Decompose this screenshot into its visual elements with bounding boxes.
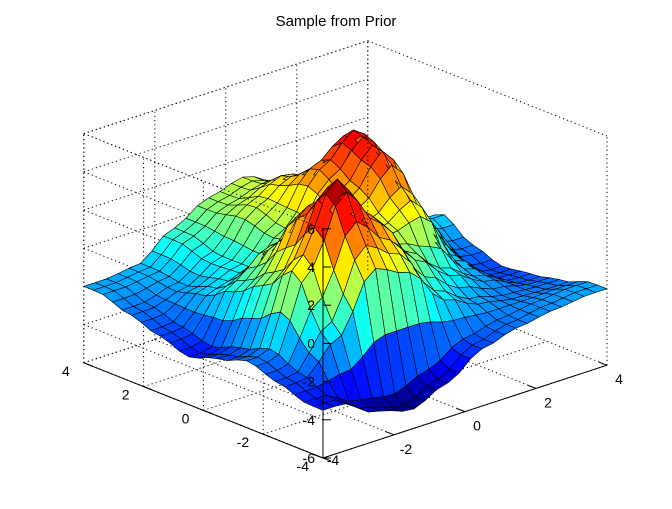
z-tick-label: 0 — [307, 335, 315, 351]
chart-title: Sample from Prior — [276, 13, 397, 30]
y-tick-label: -4 — [297, 458, 310, 474]
top-edge-back — [83, 40, 368, 135]
y-axis-tick — [322, 457, 332, 462]
floor-gridline-y — [263, 340, 548, 435]
x-tick-label: -2 — [400, 441, 413, 457]
z-tick-label: -2 — [303, 374, 316, 390]
backwall-gridline-z — [83, 116, 368, 211]
surface-mesh — [83, 129, 608, 413]
y-axis-tick — [203, 409, 212, 414]
y-axis-tick — [263, 433, 272, 438]
top-edge-left — [83, 133, 324, 230]
y-tick-label: 2 — [122, 387, 130, 403]
x-axis-tick — [314, 454, 324, 459]
x-axis-tick — [527, 384, 537, 389]
x-axis-tick — [456, 408, 466, 413]
x-tick-label: 0 — [473, 418, 481, 434]
z-tick-label: 4 — [307, 259, 315, 275]
y-tick-label: 4 — [62, 363, 70, 379]
z-tick-label: -4 — [303, 412, 316, 428]
z-tick-label: 6 — [307, 221, 315, 237]
x-tick-label: -4 — [327, 452, 340, 468]
x-tick-label: 2 — [544, 394, 552, 410]
y-tick-label: 0 — [182, 410, 190, 426]
x-axis-tick — [598, 361, 608, 366]
y-tick-label: -2 — [237, 434, 250, 450]
top-edge-right — [367, 40, 608, 137]
x-tick-label: 4 — [615, 371, 623, 387]
surface-patch — [585, 284, 608, 293]
backwall-gridline-z — [83, 78, 368, 173]
y-axis-tick — [83, 362, 92, 367]
z-tick-label: 2 — [307, 297, 315, 313]
sidewall-gridline-z — [83, 324, 324, 421]
y-axis-tick — [143, 386, 152, 391]
x-axis-tick — [385, 431, 395, 436]
